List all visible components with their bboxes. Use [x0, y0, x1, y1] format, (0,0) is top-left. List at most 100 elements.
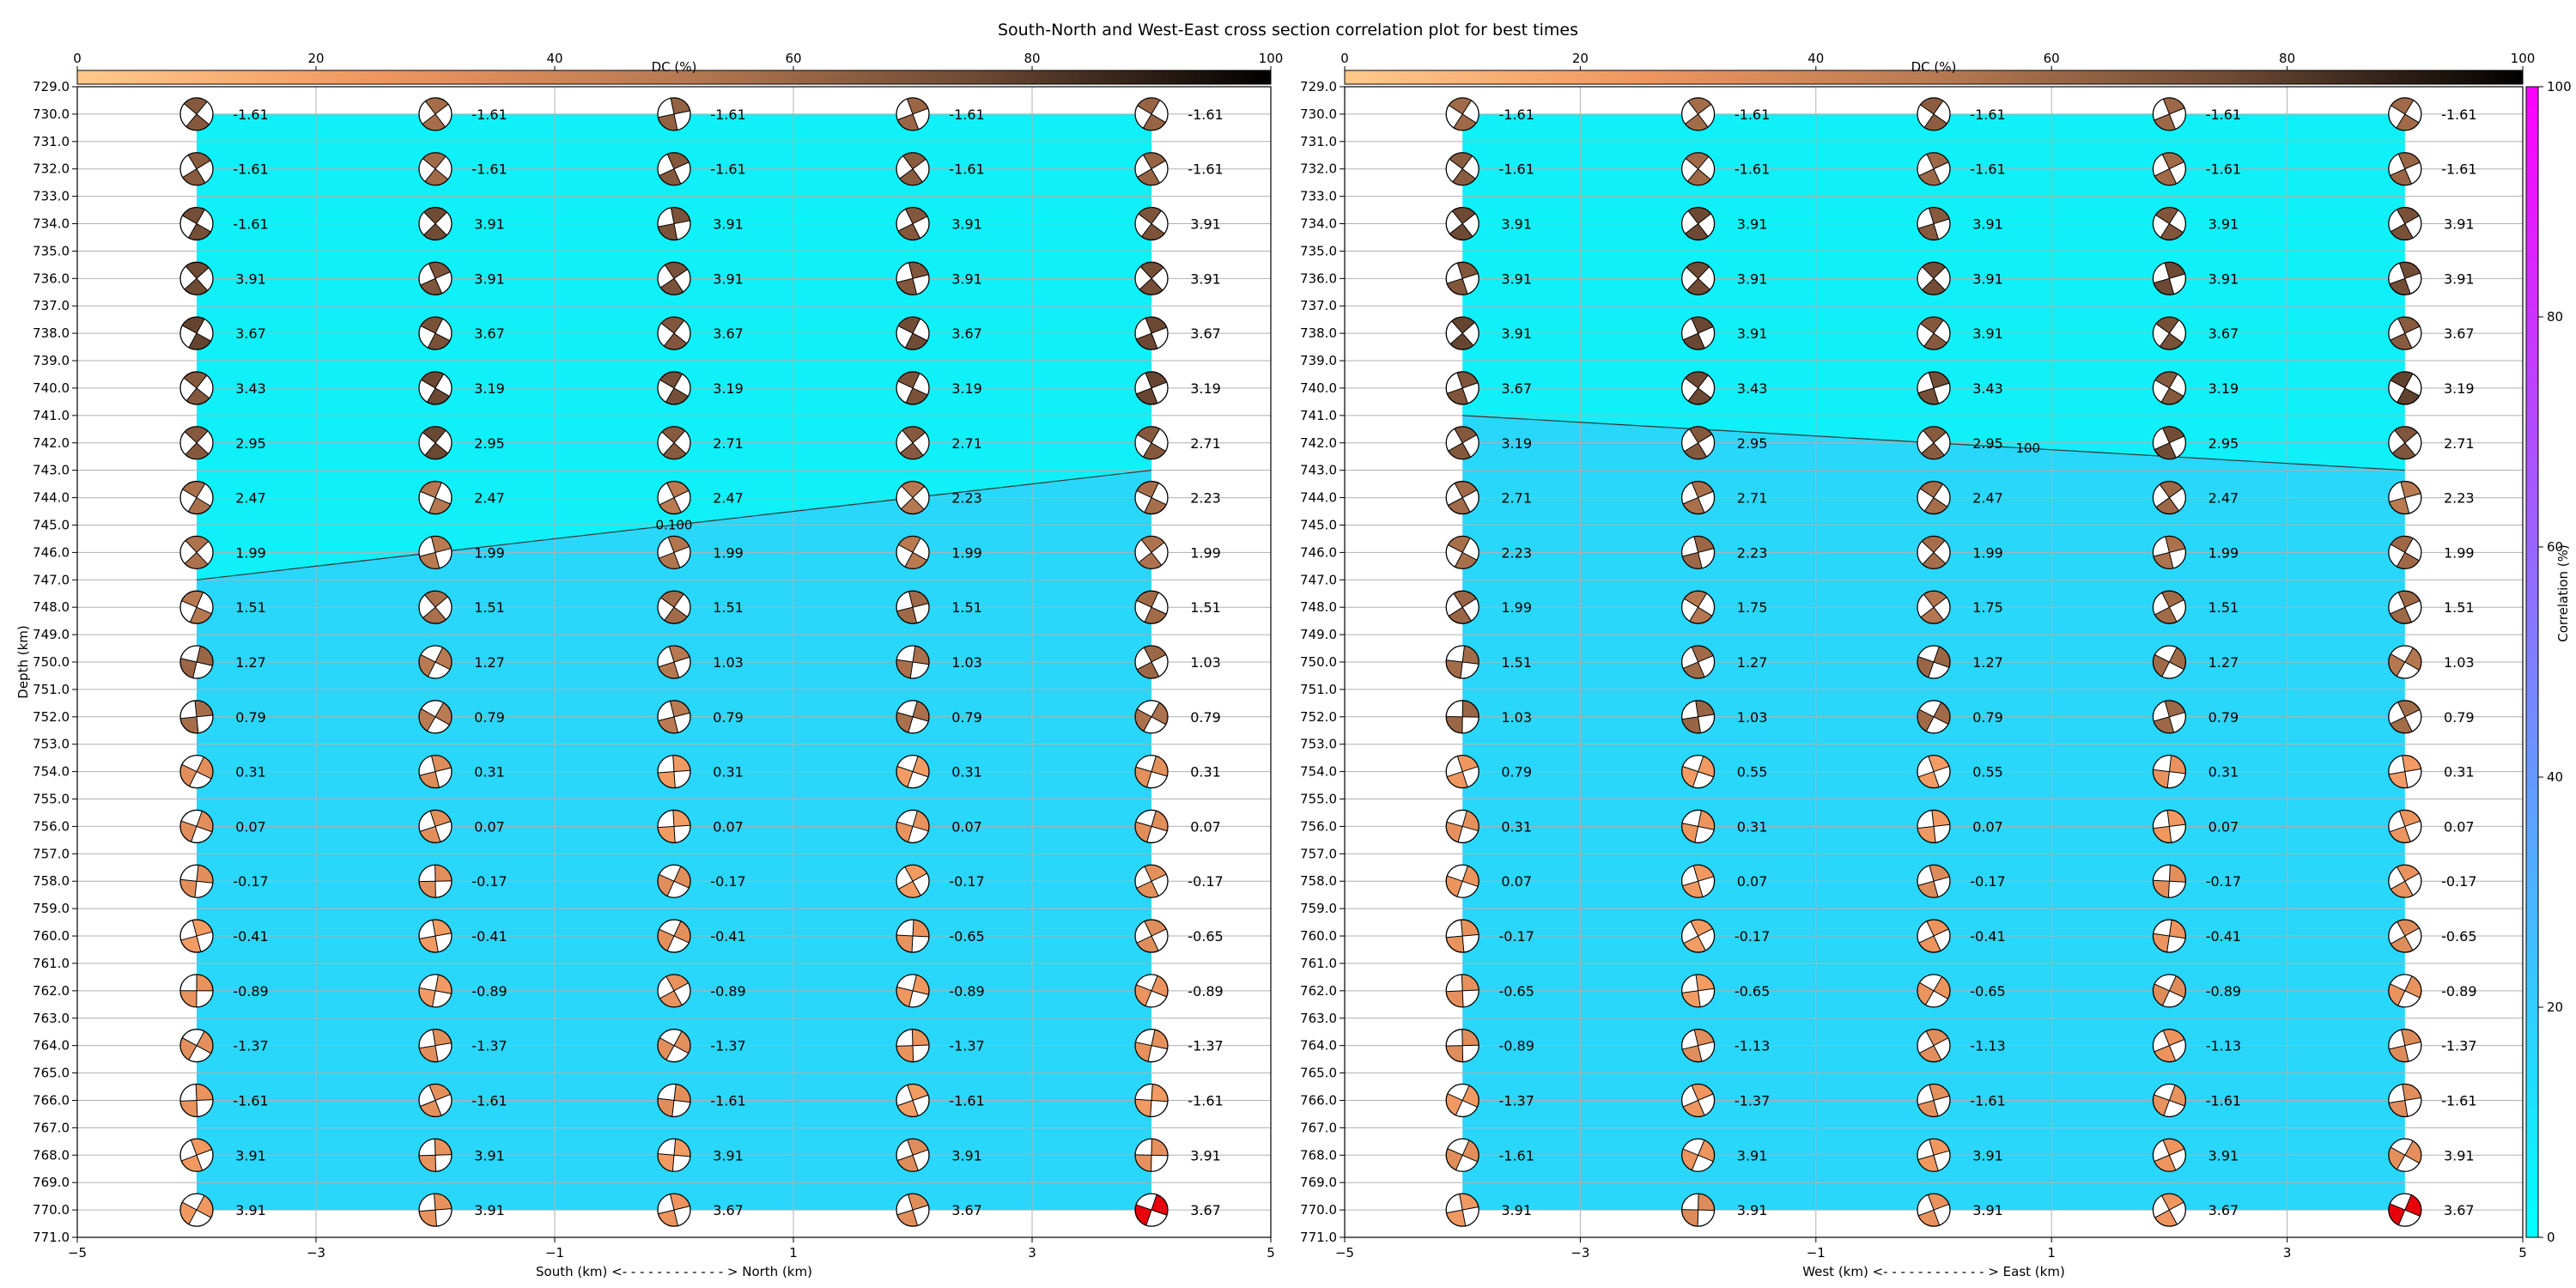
- beachball: [179, 1083, 214, 1118]
- beachball: [1680, 480, 1716, 515]
- beachball: [1445, 316, 1479, 350]
- dc-colorbar-label: DC (%): [652, 59, 697, 75]
- beachball: [179, 535, 214, 570]
- contour-label: 100: [2015, 440, 2040, 456]
- y-tick-label: 738.0: [33, 325, 70, 341]
- time-label: -1.61: [1970, 161, 2005, 178]
- beachball: [418, 261, 453, 295]
- y-tick-label: 735.0: [1300, 243, 1337, 258]
- time-label: 3.91: [1972, 1147, 2003, 1163]
- beachball: [2152, 97, 2187, 131]
- beachball: [2388, 1029, 2422, 1063]
- time-label: 2.47: [1972, 490, 2003, 507]
- time-label: 1.99: [474, 544, 505, 561]
- time-label: 3.91: [1737, 270, 1768, 287]
- beachball: [1680, 809, 1716, 844]
- beachball: [1680, 535, 1716, 570]
- time-label: 3.91: [2444, 216, 2475, 233]
- beachball: [657, 864, 691, 898]
- beachball: [2152, 316, 2187, 350]
- time-label: 3.19: [713, 380, 744, 397]
- time-label: 0.31: [1190, 764, 1221, 781]
- beachball: [1445, 535, 1479, 570]
- beachball: [1445, 152, 1479, 186]
- beachball: [418, 426, 453, 460]
- beachball: [1134, 700, 1169, 734]
- beachball: [896, 590, 930, 624]
- time-label: 0.31: [235, 764, 266, 781]
- time-label: -1.61: [949, 1092, 984, 1109]
- beachball: [657, 754, 691, 789]
- dc-colorbar-tick-label: 0: [73, 51, 82, 66]
- beachball: [2388, 974, 2422, 1008]
- beachball: [2388, 480, 2422, 515]
- time-label: 3.91: [1501, 1202, 1532, 1218]
- x-tick-label: 5: [2518, 1245, 2527, 1261]
- y-tick-label: 770.0: [33, 1202, 70, 1218]
- time-label: -1.61: [2441, 1092, 2476, 1109]
- time-label: 3.91: [474, 1202, 505, 1218]
- time-label: 2.95: [1737, 435, 1768, 452]
- time-label: 0.07: [1190, 818, 1221, 835]
- time-label: 1.99: [2208, 544, 2239, 561]
- y-tick-label: 749.0: [1300, 627, 1337, 642]
- dc-colorbar-tick-label: 60: [2044, 51, 2060, 66]
- beachball: [896, 1029, 930, 1063]
- time-label: -1.61: [471, 161, 507, 178]
- time-label: -1.37: [233, 1038, 268, 1054]
- time-label: 3.91: [713, 216, 744, 233]
- time-label: 3.91: [1501, 216, 1532, 233]
- time-label: 3.43: [1972, 380, 2003, 397]
- y-tick-label: 736.0: [1300, 270, 1337, 286]
- beachball: [1917, 754, 1951, 789]
- time-label: 1.03: [951, 654, 982, 671]
- time-label: 0.79: [2444, 709, 2475, 726]
- beachball: [896, 97, 930, 131]
- correlation-colorbar-tick-label: 20: [2547, 999, 2563, 1015]
- beachball: [418, 974, 453, 1008]
- beachball: [2152, 919, 2187, 953]
- correlation-colorbar-tick-label: 0: [2547, 1230, 2555, 1245]
- y-tick-label: 746.0: [33, 544, 70, 560]
- time-label: -1.13: [1735, 1038, 1770, 1054]
- time-label: -1.61: [710, 106, 745, 123]
- time-label: 3.91: [1737, 325, 1768, 342]
- beachball: [418, 206, 453, 241]
- y-tick-label: 759.0: [1300, 901, 1337, 916]
- time-label: 1.03: [713, 654, 744, 671]
- beachball: [1917, 645, 1951, 679]
- time-label: -1.37: [1735, 1092, 1770, 1109]
- y-tick-label: 758.0: [1300, 873, 1337, 889]
- beachball: [1680, 261, 1716, 295]
- y-tick-label: 769.0: [1300, 1175, 1337, 1190]
- beachball: [1680, 700, 1716, 734]
- beachball: [418, 535, 453, 570]
- time-label: 3.67: [1501, 380, 1532, 397]
- beachball: [418, 754, 453, 789]
- time-label: 3.91: [713, 1147, 744, 1163]
- beachball: [1917, 1138, 1951, 1172]
- y-tick-label: 759.0: [33, 901, 70, 916]
- beachball: [1680, 1029, 1716, 1063]
- beachball: [418, 480, 453, 515]
- beachball: [896, 426, 930, 460]
- beachball: [896, 316, 930, 350]
- beachball: [2152, 590, 2187, 624]
- time-label: -1.61: [949, 161, 984, 178]
- y-tick-label: 736.0: [33, 270, 70, 286]
- beachball: [1445, 700, 1479, 734]
- time-label: 1.75: [1737, 599, 1768, 616]
- beachball: [1134, 1029, 1169, 1063]
- beachball: [1134, 426, 1169, 460]
- beachball: [2152, 206, 2187, 241]
- time-label: 0.31: [951, 764, 982, 781]
- time-label: 2.23: [2444, 490, 2475, 507]
- beachball: [418, 316, 453, 350]
- time-label: 3.67: [2444, 325, 2475, 342]
- y-tick-label: 753.0: [1300, 737, 1337, 752]
- beachball: [1917, 480, 1951, 515]
- time-label: 0.55: [1972, 764, 2003, 781]
- beachball: [2388, 919, 2422, 953]
- dc-colorbar-tick-label: 40: [546, 51, 562, 66]
- y-tick-label: 771.0: [1300, 1230, 1337, 1245]
